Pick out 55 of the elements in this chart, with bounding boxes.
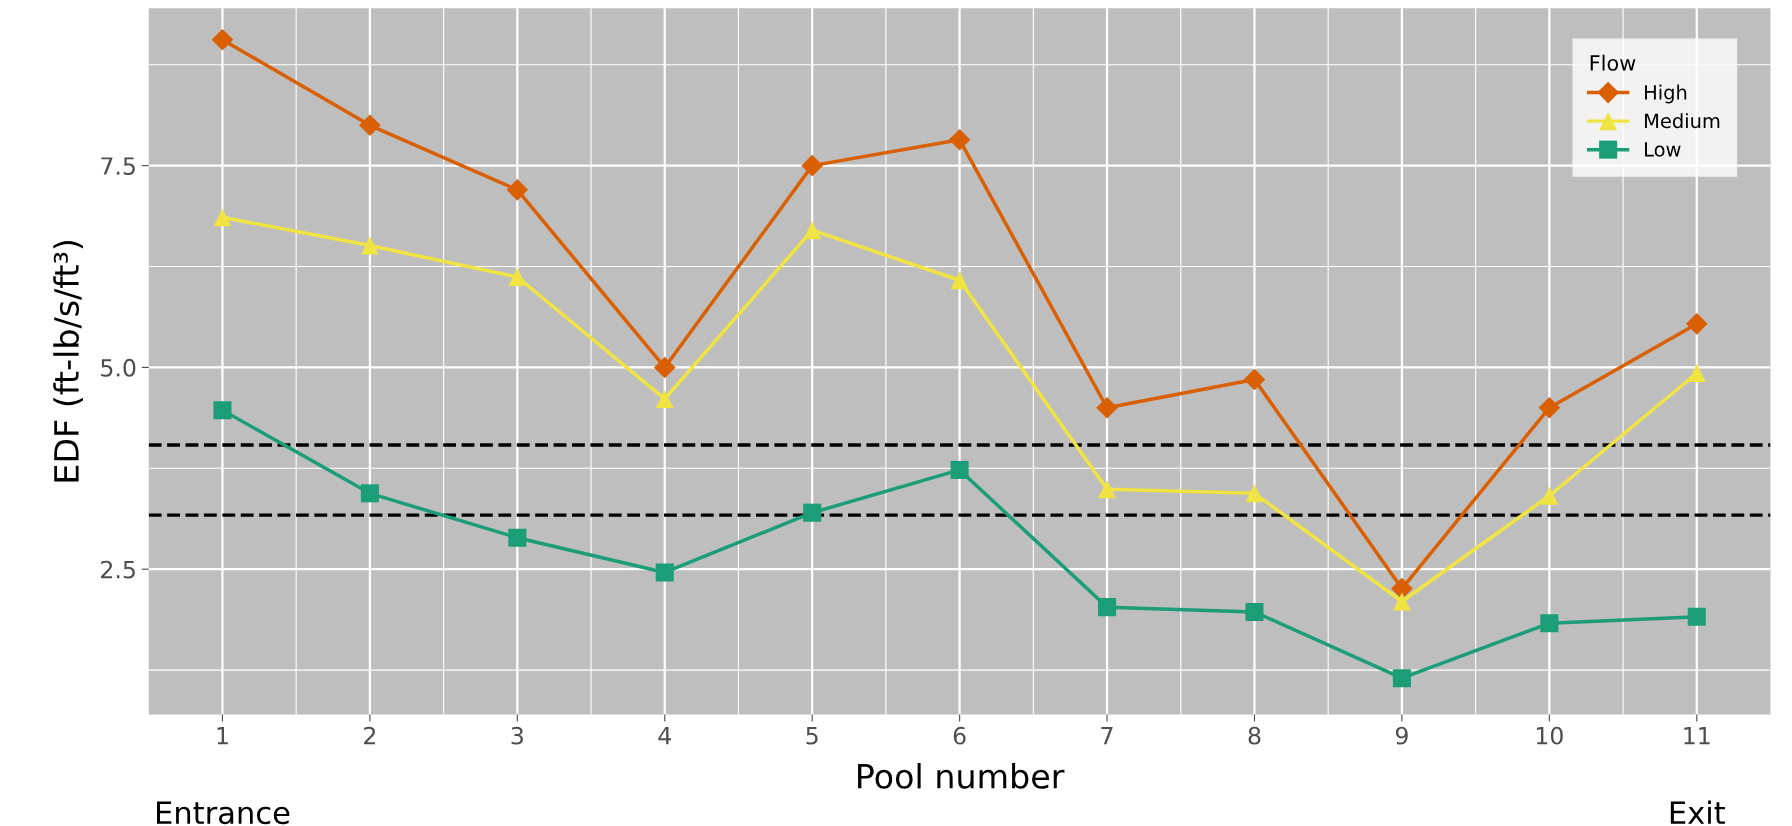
point <box>1245 602 1264 622</box>
point <box>655 389 674 408</box>
x-axis-title: Pool number <box>858 763 1065 789</box>
point <box>508 528 527 547</box>
x-tick-label: 2 <box>364 726 376 745</box>
point <box>950 460 969 479</box>
point <box>213 401 232 420</box>
point <box>803 503 822 522</box>
x-tick-label: 7 <box>1101 727 1113 745</box>
legend-label: Medium <box>1645 113 1720 129</box>
point <box>211 28 234 51</box>
point <box>508 268 527 287</box>
point <box>655 563 674 582</box>
x-tick-label: 1 <box>217 727 228 745</box>
point <box>1540 486 1559 505</box>
point <box>1391 577 1413 600</box>
legend-label: High <box>1645 84 1687 104</box>
text: Entrance <box>157 801 290 825</box>
x-tick-label: 4 <box>658 727 671 745</box>
y-tick-label: 5.0 <box>101 358 136 377</box>
legend-label: Low <box>1645 142 1681 157</box>
y-axis-title: EDF (ft-lb/s/ft³) <box>53 240 83 482</box>
point <box>1098 598 1117 617</box>
point <box>1685 313 1708 335</box>
text: Exit <box>1670 800 1725 824</box>
point <box>803 221 822 240</box>
point <box>1540 614 1559 633</box>
x-tick-label: 10 <box>1536 726 1563 745</box>
point <box>948 129 971 151</box>
point <box>360 236 379 255</box>
point <box>1098 480 1117 499</box>
y-tick-label: 2.5 <box>101 560 135 579</box>
point <box>1687 607 1706 626</box>
x-tick-label: 3 <box>511 726 523 745</box>
point <box>950 271 969 290</box>
point <box>1245 484 1264 503</box>
x-tick-label: 9 <box>1395 726 1408 745</box>
point <box>1392 669 1411 688</box>
point <box>506 179 529 201</box>
point <box>1687 364 1706 383</box>
point <box>213 208 232 227</box>
point <box>359 114 381 137</box>
y-tick-label: 7.5 <box>101 157 135 175</box>
point <box>1096 396 1118 419</box>
legend-title: Flow <box>1590 54 1636 71</box>
point <box>1243 368 1266 391</box>
point <box>1538 396 1561 419</box>
x-tick-label: 6 <box>953 726 966 745</box>
x-tick-label: 8 <box>1248 726 1261 745</box>
point <box>1392 592 1411 611</box>
point <box>360 484 379 503</box>
x-tick-label: 5 <box>806 727 818 745</box>
point <box>801 154 823 177</box>
point <box>653 356 676 379</box>
x-tick-label: 11 <box>1684 727 1710 745</box>
